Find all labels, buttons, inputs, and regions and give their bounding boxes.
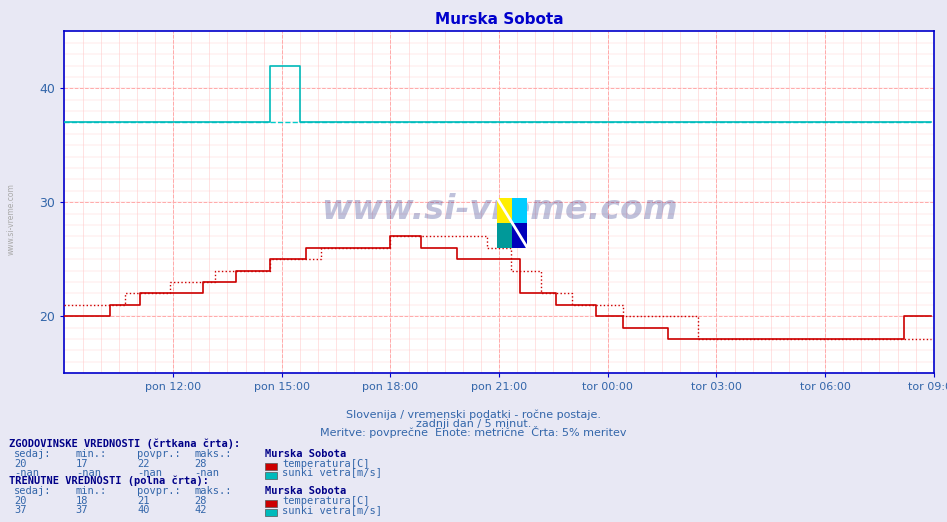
Text: zadnji dan / 5 minut.: zadnji dan / 5 minut. (416, 419, 531, 429)
Text: Slovenija / vremenski podatki - ročne postaje.: Slovenija / vremenski podatki - ročne po… (346, 409, 601, 420)
Text: sedaj:: sedaj: (14, 449, 52, 459)
Bar (497, 198, 512, 223)
Text: -nan: -nan (194, 468, 219, 478)
Text: maks.:: maks.: (194, 487, 232, 496)
Text: 18: 18 (76, 496, 88, 506)
Text: www.si-vreme.com: www.si-vreme.com (321, 193, 677, 226)
Text: 28: 28 (194, 496, 206, 506)
Text: -nan: -nan (137, 468, 162, 478)
Text: 17: 17 (76, 459, 88, 469)
Text: 28: 28 (194, 459, 206, 469)
Text: TRENUTNE VREDNOSTI (polna črta):: TRENUTNE VREDNOSTI (polna črta): (9, 476, 209, 487)
Text: min.:: min.: (76, 487, 107, 496)
Text: www.si-vreme.com: www.si-vreme.com (7, 183, 16, 255)
Text: 20: 20 (14, 459, 27, 469)
Text: min.:: min.: (76, 449, 107, 459)
Text: 40: 40 (137, 505, 150, 515)
Text: povpr.:: povpr.: (137, 487, 181, 496)
Bar (497, 223, 512, 248)
Text: sunki vetra[m/s]: sunki vetra[m/s] (282, 468, 383, 478)
Text: 21: 21 (137, 496, 150, 506)
Text: -nan: -nan (14, 468, 39, 478)
Title: Murska Sobota: Murska Sobota (435, 13, 563, 27)
Text: 42: 42 (194, 505, 206, 515)
Text: Meritve: povprečne  Enote: metrične  Črta: 5% meritev: Meritve: povprečne Enote: metrične Črta:… (320, 426, 627, 438)
Bar (512, 198, 527, 223)
Text: 37: 37 (76, 505, 88, 515)
Bar (512, 223, 527, 248)
Text: maks.:: maks.: (194, 449, 232, 459)
Text: sedaj:: sedaj: (14, 487, 52, 496)
Text: temperatura[C]: temperatura[C] (282, 496, 369, 506)
Text: temperatura[C]: temperatura[C] (282, 459, 369, 469)
Text: povpr.:: povpr.: (137, 449, 181, 459)
Text: Murska Sobota: Murska Sobota (265, 449, 347, 459)
Text: -nan: -nan (76, 468, 100, 478)
Text: 22: 22 (137, 459, 150, 469)
Text: 20: 20 (14, 496, 27, 506)
Text: Murska Sobota: Murska Sobota (265, 487, 347, 496)
Text: ZGODOVINSKE VREDNOSTI (črtkana črta):: ZGODOVINSKE VREDNOSTI (črtkana črta): (9, 439, 241, 449)
Text: sunki vetra[m/s]: sunki vetra[m/s] (282, 505, 383, 515)
Text: 37: 37 (14, 505, 27, 515)
